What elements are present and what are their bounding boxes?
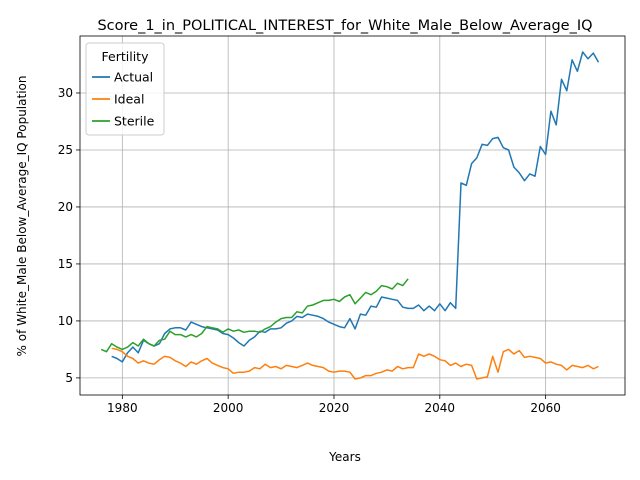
series-lines xyxy=(100,51,600,380)
series-line-sterile xyxy=(100,278,409,353)
y-tick-label: 20 xyxy=(58,200,73,214)
x-tick-label: 1980 xyxy=(107,401,138,415)
series-line-ideal xyxy=(111,347,599,380)
plot-frame xyxy=(79,35,626,396)
y-axis-label: % of White_Male Below_Average_IQ Populat… xyxy=(15,76,29,357)
legend-label-ideal: Ideal xyxy=(114,92,144,107)
y-tick-label: 15 xyxy=(58,257,73,271)
x-axis-label: Years xyxy=(328,450,361,464)
legend-label-sterile: Sterile xyxy=(114,114,155,129)
y-tick-label: 5 xyxy=(65,371,73,385)
x-axis-ticks: 1980 2000 2020 2040 2060 xyxy=(107,395,561,415)
x-tick-label: 2040 xyxy=(425,401,456,415)
legend-box xyxy=(85,42,165,136)
x-tick-label: 2020 xyxy=(319,401,350,415)
legend-title: Fertility xyxy=(102,49,150,64)
series-line-actual xyxy=(111,51,600,363)
chart-title: Score_1_in_POLITICAL_INTEREST_for_White_… xyxy=(97,18,592,34)
y-tick-label: 10 xyxy=(58,314,73,328)
y-tick-label: 30 xyxy=(58,86,73,100)
x-tick-label: 2060 xyxy=(530,401,561,415)
gridlines xyxy=(80,36,625,395)
y-axis-ticks: 5 10 15 20 25 30 xyxy=(58,86,80,385)
legend-label-actual: Actual xyxy=(114,70,153,85)
legend: Fertility Actual Ideal Sterile xyxy=(85,42,165,136)
x-tick-label: 2000 xyxy=(213,401,244,415)
y-tick-label: 25 xyxy=(58,143,73,157)
